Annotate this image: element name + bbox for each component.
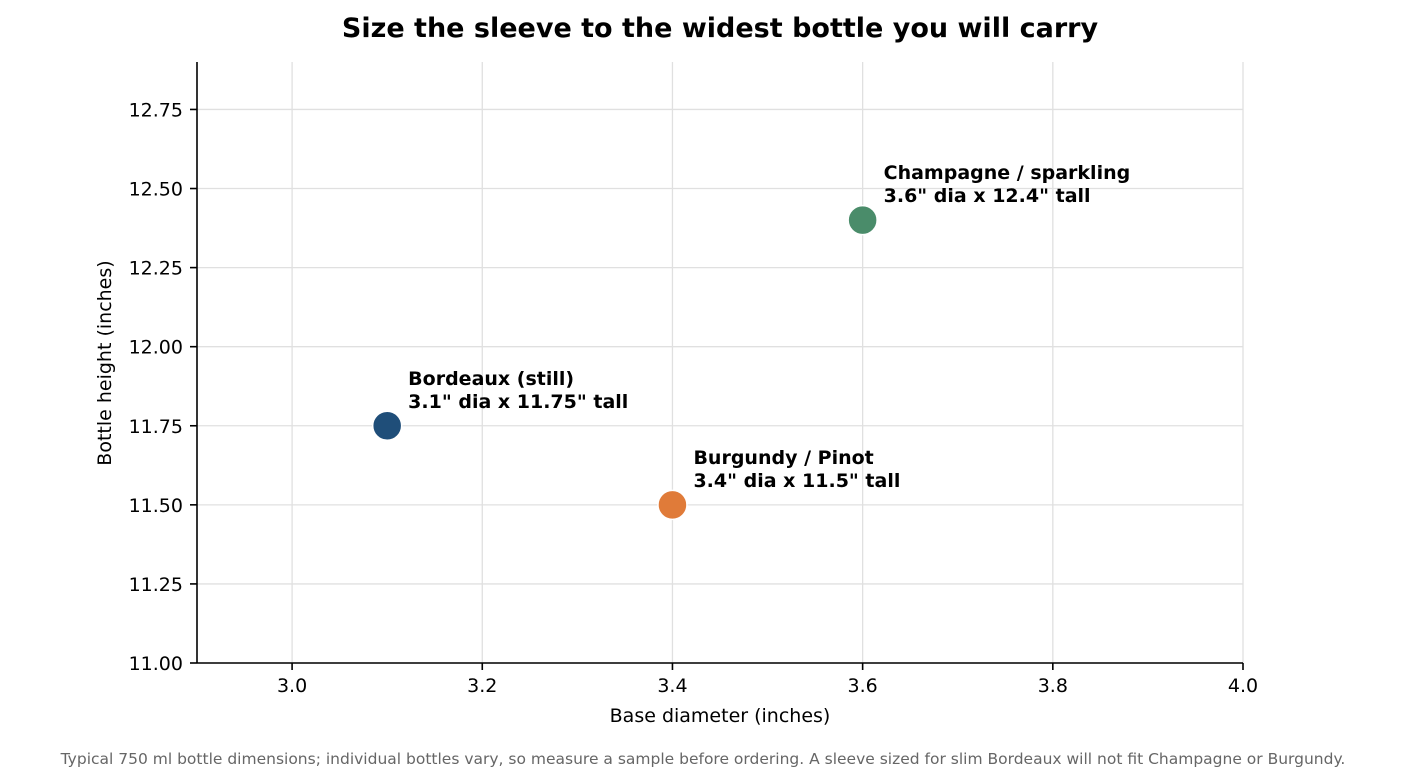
x-axis-ticks: 3.0 3.2 3.4 3.6 3.8 4.0	[277, 663, 1258, 697]
x-tick-label: 3.4	[657, 675, 687, 697]
data-point-label-dimensions: 3.4" dia x 11.5" tall	[693, 470, 900, 492]
y-tick-label: 12.25	[129, 258, 183, 280]
data-point-label: Bordeaux (still) 3.1" dia x 11.75" tall	[408, 368, 628, 413]
data-point-label-name: Champagne / sparkling	[884, 162, 1131, 184]
data-point	[371, 410, 403, 442]
chart-title: Size the sleeve to the widest bottle you…	[342, 13, 1099, 44]
data-points	[371, 204, 878, 521]
data-point-label-name: Burgundy / Pinot	[693, 447, 873, 469]
y-tick-label: 12.00	[129, 337, 183, 359]
x-tick-label: 3.6	[848, 675, 878, 697]
y-tick-label: 11.75	[129, 416, 183, 438]
data-point-label: Champagne / sparkling 3.6" dia x 12.4" ta…	[884, 162, 1131, 207]
y-tick-label: 12.75	[129, 99, 183, 121]
y-tick-label: 11.50	[129, 495, 183, 517]
y-tick-label: 11.25	[129, 574, 183, 596]
y-axis-label: Bottle height (inches)	[94, 260, 116, 465]
footnote: Typical 750 ml bottle dimensions; indivi…	[60, 750, 1346, 768]
x-tick-label: 3.2	[467, 675, 497, 697]
y-tick-label: 12.50	[129, 179, 183, 201]
data-point	[657, 489, 688, 521]
grid	[197, 62, 1244, 664]
data-point	[847, 204, 878, 236]
x-tick-label: 3.8	[1038, 675, 1068, 697]
x-axis-label: Base diameter (inches)	[610, 705, 831, 727]
data-point-label-name: Bordeaux (still)	[408, 368, 574, 390]
y-tick-label: 11.00	[129, 653, 183, 675]
y-axis-ticks: 11.00 11.25 11.50 11.75 12.00 12.25 12.50 12.75	[129, 99, 197, 675]
data-point-label-dimensions: 3.6" dia x 12.4" tall	[884, 185, 1091, 207]
data-point-label: Burgundy / Pinot 3.4" dia x 11.5" tall	[693, 447, 900, 492]
x-tick-label: 4.0	[1228, 675, 1258, 697]
data-point-label-dimensions: 3.1" dia x 11.75" tall	[408, 391, 628, 413]
data-point-labels: Bordeaux (still) 3.1" dia x 11.75" tall Bu…	[408, 162, 1130, 492]
x-tick-label: 3.0	[277, 675, 307, 697]
